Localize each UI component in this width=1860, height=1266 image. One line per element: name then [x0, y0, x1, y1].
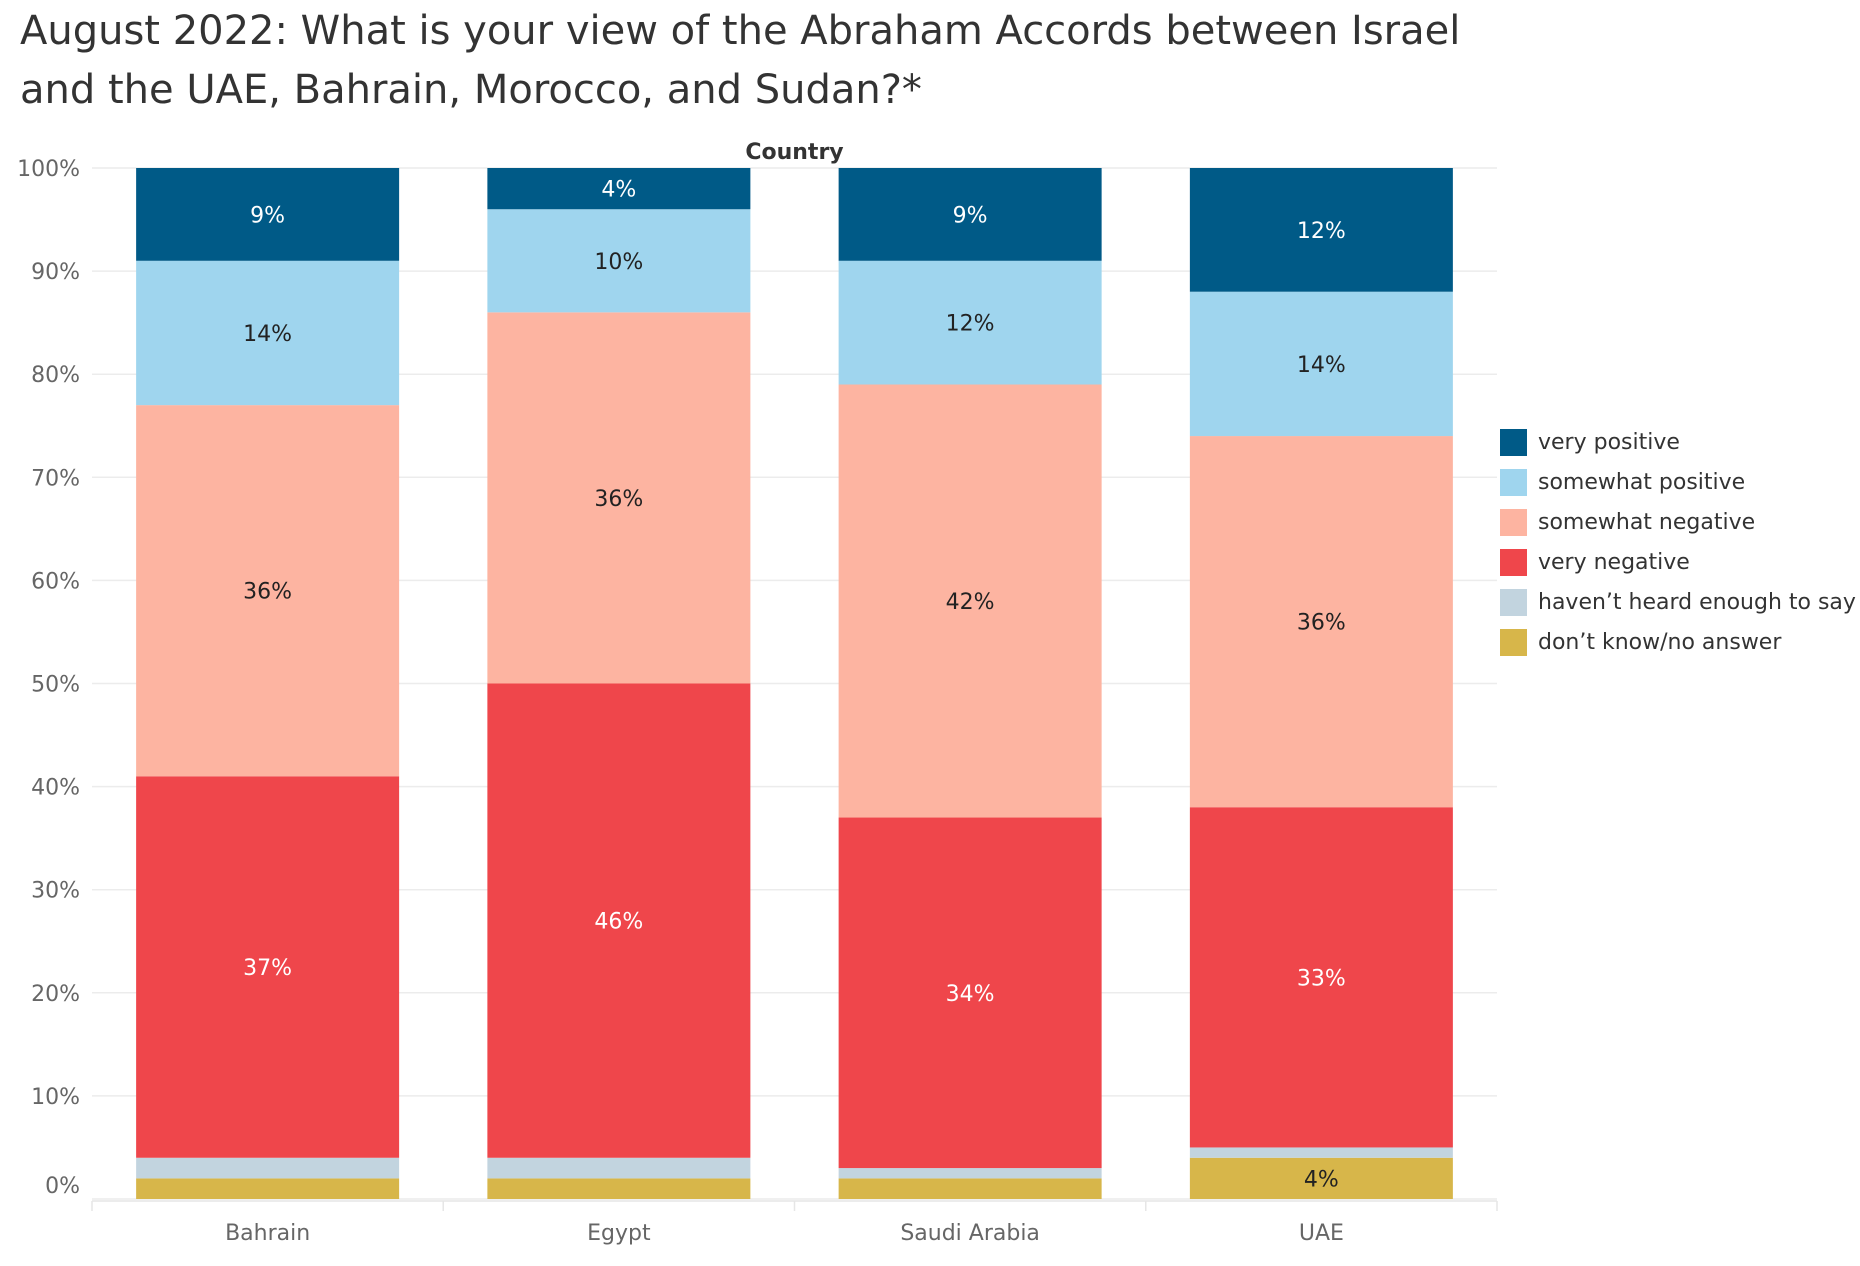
column-header: Country [745, 140, 843, 165]
bar-haven-t-heard-enough-to-say [1189, 1147, 1453, 1158]
bar-very-negative [487, 683, 751, 1158]
data-label: 9% [953, 203, 988, 228]
bar-haven-t-heard-enough-to-say [838, 1168, 1102, 1179]
data-label: 46% [594, 910, 643, 935]
data-label: 36% [1297, 611, 1346, 636]
legend-label: don’t know/no answer [1538, 629, 1782, 655]
legend-item: very positive [1500, 422, 1856, 462]
bar-don-t-know-no-answer [838, 1178, 1102, 1199]
bar-don-t-know-no-answer [136, 1178, 400, 1199]
legend-swatch [1500, 508, 1527, 536]
y-tick-label: 10% [31, 1085, 80, 1110]
legend-swatch [1500, 628, 1527, 656]
bar-very-positive [838, 168, 1102, 261]
bar-very-positive [1189, 168, 1453, 292]
bar-very-negative [1189, 807, 1453, 1148]
y-tick-label: 100% [17, 157, 80, 182]
bar-somewhat-positive [136, 260, 400, 406]
bar-don-t-know-no-answer [487, 1178, 751, 1199]
data-label: 36% [594, 487, 643, 512]
data-label: 9% [250, 203, 285, 228]
y-tick-label: 40% [31, 776, 80, 801]
bar-somewhat-negative [1189, 436, 1453, 808]
bar-very-negative [136, 776, 400, 1158]
chart-title: August 2022: What is your view of the Ab… [20, 8, 1461, 113]
data-label: 4% [601, 178, 636, 203]
y-tick-label: 30% [31, 879, 80, 904]
legend-swatch [1500, 588, 1527, 616]
data-label: 12% [1297, 219, 1346, 244]
legend-swatch [1500, 428, 1527, 456]
data-label: 33% [1297, 966, 1346, 991]
legend-swatch [1500, 468, 1527, 496]
y-tick-label: 20% [31, 982, 80, 1007]
data-label: 12% [946, 312, 995, 337]
legend-item: somewhat positive [1500, 462, 1856, 502]
data-label: 34% [946, 982, 995, 1007]
y-tick-label: 0% [45, 1174, 80, 1199]
data-label: 10% [594, 250, 643, 275]
data-label: 4% [1304, 1167, 1339, 1192]
data-label: 36% [243, 580, 292, 605]
legend: very positive somewhat positive somewhat n… [1500, 422, 1856, 662]
legend-label: very positive [1538, 429, 1680, 455]
x-tick-label: Bahrain [225, 1221, 310, 1246]
x-tick-label: UAE [1299, 1221, 1344, 1246]
bar-very-positive [487, 168, 751, 210]
bar-somewhat-negative [487, 312, 751, 684]
bar-somewhat-positive [487, 209, 751, 313]
x-tick-label: Egypt [587, 1221, 651, 1246]
bar-haven-t-heard-enough-to-say [487, 1157, 751, 1179]
bar-very-negative [838, 817, 1102, 1169]
legend-item: don’t know/no answer [1500, 622, 1856, 662]
data-label: 42% [946, 590, 995, 615]
bar-don-t-know-no-answer [1189, 1157, 1453, 1199]
bar-somewhat-positive [1189, 291, 1453, 437]
legend-label: very negative [1538, 549, 1690, 575]
bar-somewhat-positive [838, 260, 1102, 385]
y-tick-label: 90% [31, 260, 80, 285]
y-tick-label: 80% [31, 363, 80, 388]
legend-item: very negative [1500, 542, 1856, 582]
y-tick-label: 50% [31, 673, 80, 698]
y-tick-label: 70% [31, 466, 80, 491]
bar-very-positive [136, 168, 400, 261]
legend-label: somewhat negative [1538, 509, 1756, 535]
legend-item: somewhat negative [1500, 502, 1856, 542]
x-tick-label: Saudi Arabia [900, 1221, 1040, 1246]
legend-label: somewhat positive [1538, 469, 1746, 495]
bar-somewhat-negative [136, 405, 400, 777]
data-label: 14% [1297, 353, 1346, 378]
legend-swatch [1500, 548, 1527, 576]
bar-haven-t-heard-enough-to-say [136, 1157, 400, 1179]
legend-label: haven’t heard enough to say [1538, 589, 1856, 615]
legend-item: haven’t heard enough to say [1500, 582, 1856, 622]
data-label: 37% [243, 956, 292, 981]
y-tick-label: 60% [31, 569, 80, 594]
data-label: 14% [243, 322, 292, 347]
bar-somewhat-negative [838, 384, 1102, 818]
